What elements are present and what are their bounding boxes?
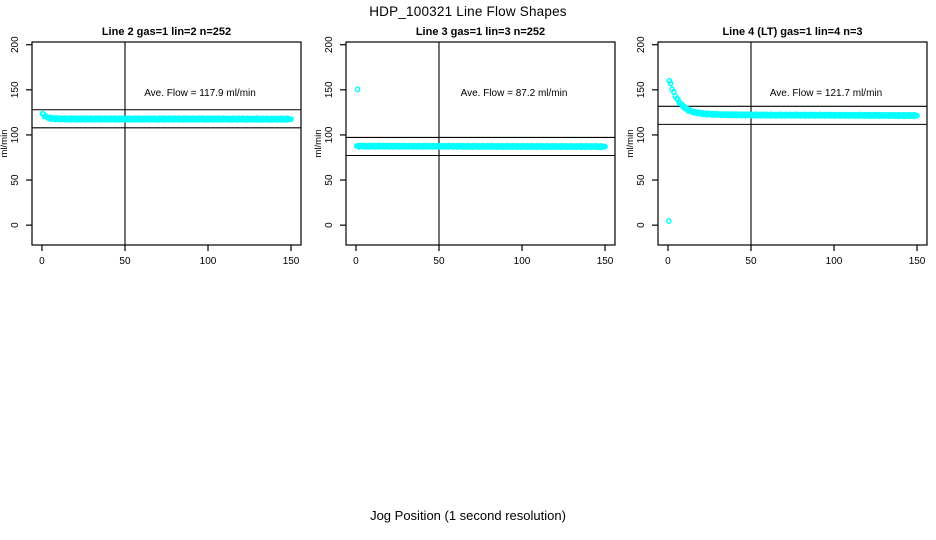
panel-title: Line 2 gas=1 lin=2 n=252 [102,26,231,38]
data-points [353,86,608,151]
y-tick-label: 0 [636,222,647,228]
data-point [667,80,674,87]
figure-title: HDP_100321 Line Flow Shapes [369,4,567,19]
data-point [914,112,920,119]
x-tick-label: 100 [826,256,843,267]
x-tick-label: 0 [353,256,359,267]
x-tick-label: 0 [39,256,45,267]
flow-panel-line2: Line 2 gas=1 lin=2 n=252 0 50 100 150 200 0 50 1… [0,26,302,267]
y-tick-label: 150 [324,81,335,98]
y-tick-label: 100 [10,126,21,143]
x-tick-label: 50 [433,256,445,267]
x-tick-label: 50 [745,256,757,267]
x-tick-label: 150 [597,256,614,267]
ave-flow-annotation: Ave. Flow = 121.7 ml/min [770,88,882,99]
x-axis-label: Jog Position (1 second resolution) [370,508,566,523]
data-point [354,86,361,93]
y-axis-label: ml/min [626,130,636,158]
x-tick-label: 0 [665,256,671,267]
y-tick-label: 0 [324,222,335,228]
data-point [288,116,294,123]
data-point [602,143,608,150]
y-axis-label: ml/min [314,130,324,158]
flow-panel-line3: Line 3 gas=1 lin=3 n=252 0 50 100 150 200 0 50 1… [314,26,616,267]
y-tick-label: 150 [10,81,21,98]
y-tick-label: 200 [10,36,21,53]
y-tick-label: 200 [636,36,647,53]
ave-flow-annotation: Ave. Flow = 117.9 ml/min [144,88,256,99]
y-tick-label: 50 [10,174,21,186]
y-tick-label: 0 [10,222,21,228]
y-tick-label: 100 [324,126,335,143]
plot-box [31,41,302,246]
y-tick-label: 100 [636,126,647,143]
x-tick-label: 50 [119,256,131,267]
panel-title: Line 3 gas=1 lin=3 n=252 [416,26,545,38]
panel-title: Line 4 (LT) gas=1 lin=4 n=3 [722,26,862,38]
data-point [665,218,672,225]
x-tick-label: 100 [200,256,217,267]
plot-box [657,41,928,246]
y-tick-label: 50 [324,174,335,186]
y-tick-label: 200 [324,36,335,53]
y-axis-label: ml/min [0,130,10,158]
plot-box [345,41,616,246]
x-tick-label: 100 [514,256,531,267]
data-points [39,110,294,123]
flow-panel-line4: Line 4 (LT) gas=1 lin=4 n=3 0 50 100 150 200 0… [626,26,928,267]
ave-flow-annotation: Ave. Flow = 87.2 ml/min [461,88,568,99]
data-points [665,77,920,225]
y-tick-label: 50 [636,174,647,186]
x-tick-label: 150 [283,256,300,267]
x-tick-label: 150 [909,256,926,267]
y-tick-label: 150 [636,81,647,98]
